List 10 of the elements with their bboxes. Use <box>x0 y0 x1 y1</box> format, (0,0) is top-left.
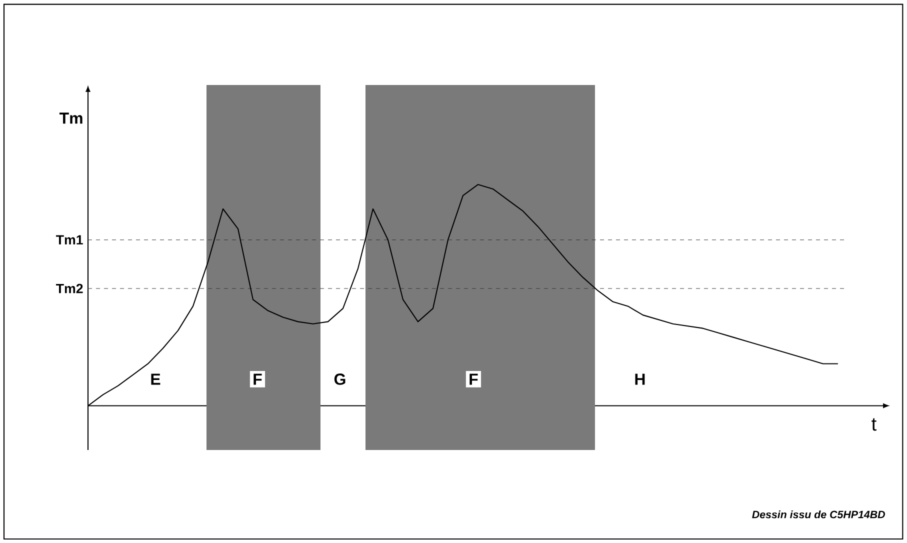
annotation: G <box>334 374 346 385</box>
y-axis-title: Tm <box>59 112 82 124</box>
ref-line-label: Tm2 <box>56 284 83 294</box>
annotation: E <box>151 374 160 385</box>
text: Dessin issu de C5HP14BD <box>752 510 885 518</box>
ref-line-label: Tm1 <box>56 235 83 244</box>
annotation: F <box>470 374 478 385</box>
annotation: F <box>254 374 262 385</box>
x-axis-title: t <box>872 418 876 431</box>
annotation: H <box>635 374 645 385</box>
